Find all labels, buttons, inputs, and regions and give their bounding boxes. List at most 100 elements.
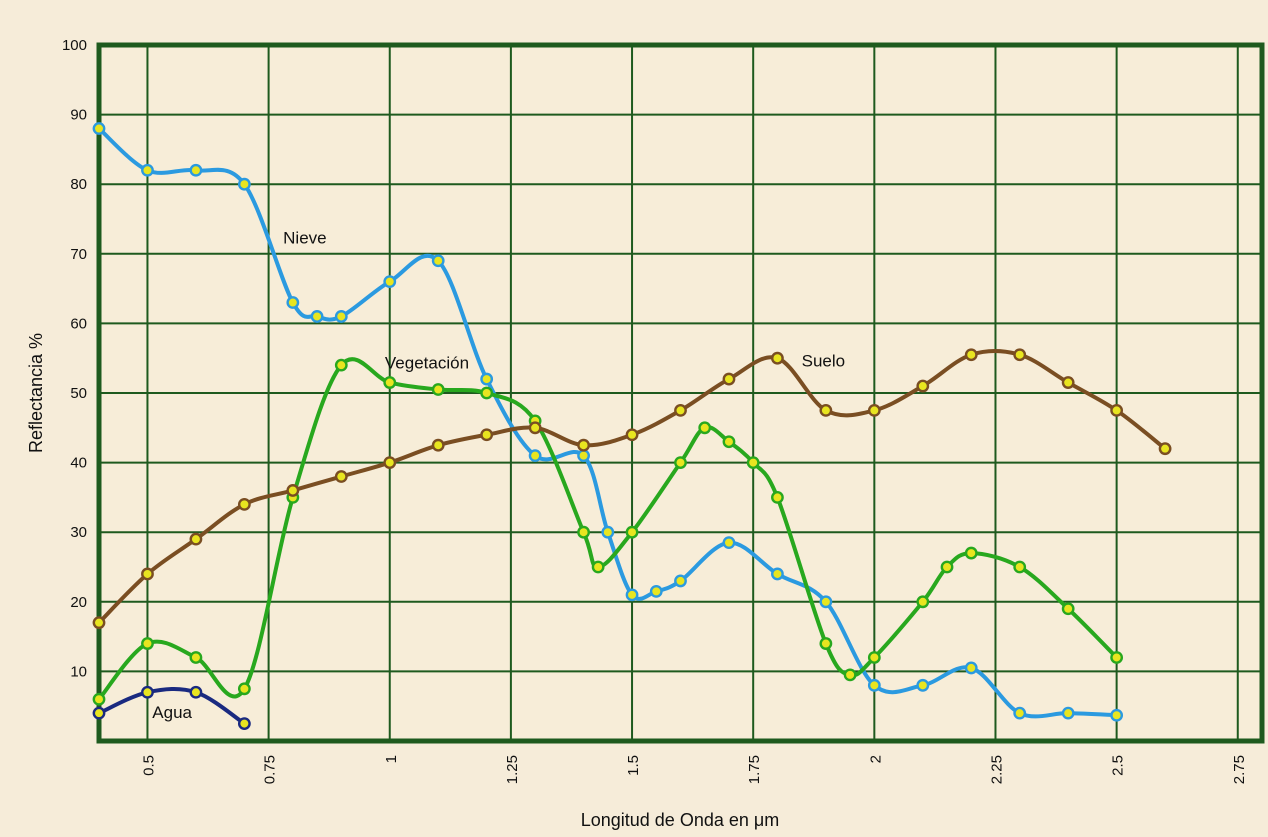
point-suelo	[1013, 348, 1027, 362]
point-vegetacion	[867, 651, 881, 664]
point-vegetacion	[591, 560, 605, 574]
point-agua	[237, 717, 251, 730]
point-nieve	[601, 525, 615, 539]
y-tick-label: 70	[70, 246, 87, 263]
point-vegetacion	[698, 421, 712, 435]
point-vegetacion	[383, 376, 397, 389]
point-suelo	[480, 428, 494, 442]
x-tick-label: 1.5	[625, 755, 642, 776]
x-tick-label: 2	[867, 755, 884, 763]
point-nieve	[141, 163, 154, 177]
series-layer	[92, 122, 1172, 730]
x-tick-label: 0.75	[262, 755, 279, 784]
point-vegetacion	[940, 560, 954, 574]
point-vegetacion	[722, 435, 736, 449]
point-suelo	[1158, 442, 1172, 456]
point-suelo	[819, 403, 833, 417]
series-label-suelo: Suelo	[802, 352, 845, 371]
y-tick-label: 80	[70, 176, 87, 193]
y-tick-label: 50	[70, 385, 87, 402]
point-suelo	[1110, 403, 1124, 417]
point-vegetacion	[334, 358, 348, 372]
point-nieve	[237, 177, 251, 191]
point-suelo	[867, 403, 881, 417]
series-labels: Nieve Vegetación Suelo Agua	[152, 228, 845, 722]
point-vegetacion	[916, 595, 930, 609]
y-tick-label: 90	[70, 107, 87, 124]
point-nieve	[334, 310, 348, 323]
point-nieve	[722, 536, 736, 550]
series-agua	[92, 685, 251, 730]
point-suelo	[431, 438, 445, 452]
point-suelo	[722, 372, 736, 386]
point-nieve	[1013, 706, 1027, 720]
point-nieve	[964, 661, 978, 675]
point-vegetacion	[625, 525, 639, 539]
point-nieve	[867, 678, 881, 692]
point-suelo	[334, 470, 348, 483]
y-tick-label: 60	[70, 315, 87, 332]
point-suelo	[92, 616, 106, 630]
y-tick-label: 30	[70, 524, 87, 541]
series-label-agua: Agua	[152, 703, 192, 722]
point-suelo	[964, 348, 978, 362]
point-nieve	[649, 584, 663, 598]
point-suelo	[577, 438, 590, 452]
point-nieve	[916, 678, 930, 692]
point-vegetacion	[189, 651, 203, 664]
point-vegetacion	[819, 637, 833, 650]
point-vegetacion	[141, 637, 154, 650]
point-suelo	[528, 421, 542, 435]
point-vegetacion	[674, 456, 687, 469]
x-tick-label: 0.5	[140, 755, 157, 776]
point-nieve	[92, 122, 106, 135]
series-suelo	[92, 348, 1172, 630]
point-suelo	[189, 532, 203, 546]
point-vegetacion	[1110, 651, 1124, 664]
point-nieve	[771, 567, 784, 581]
x-tick-label: 2.5	[1110, 755, 1127, 776]
y-axis-title: Reflectancia %	[26, 333, 46, 453]
tick-labels: 0.5 0.75 1 1.25 1.5 1.75 2 2.25 2.5 2.75 10 20 30 40 5…	[62, 37, 1248, 784]
y-tick-label: 100	[62, 37, 87, 54]
point-suelo	[286, 484, 300, 497]
point-nieve	[1110, 708, 1124, 722]
point-nieve	[528, 449, 542, 463]
point-agua	[92, 706, 106, 720]
line-agua	[97, 687, 247, 726]
point-nieve	[189, 163, 203, 177]
point-vegetacion	[1061, 602, 1075, 616]
point-agua	[189, 685, 203, 699]
point-nieve	[286, 296, 300, 309]
series-label-vegetacion: Vegetación	[385, 354, 469, 373]
point-nieve	[819, 595, 833, 609]
point-suelo	[383, 456, 397, 469]
point-vegetacion	[1013, 560, 1027, 574]
point-suelo	[237, 497, 251, 511]
series-vegetacion	[92, 357, 1124, 706]
x-tick-label: 1.25	[504, 755, 521, 784]
y-tick-label: 10	[70, 663, 87, 680]
point-suelo	[916, 379, 930, 393]
x-axis-title: Longitud de Onda en μm	[581, 810, 780, 830]
plot-border	[96, 42, 1265, 744]
point-nieve	[310, 310, 324, 323]
point-nieve	[577, 449, 590, 463]
series-label-nieve: Nieve	[283, 228, 326, 247]
point-suelo	[1061, 376, 1075, 389]
point-vegetacion	[843, 668, 857, 682]
line-vegetacion	[97, 357, 1119, 702]
point-nieve	[625, 588, 639, 602]
point-vegetacion	[746, 456, 760, 469]
series-nieve	[92, 122, 1124, 722]
point-vegetacion	[431, 383, 445, 396]
point-agua	[141, 685, 154, 699]
x-tick-label: 2.75	[1231, 755, 1248, 784]
point-nieve	[674, 574, 687, 588]
x-tick-label: 1.75	[746, 755, 763, 784]
point-vegetacion	[577, 525, 590, 539]
point-suelo	[674, 403, 687, 417]
point-nieve	[383, 275, 397, 289]
